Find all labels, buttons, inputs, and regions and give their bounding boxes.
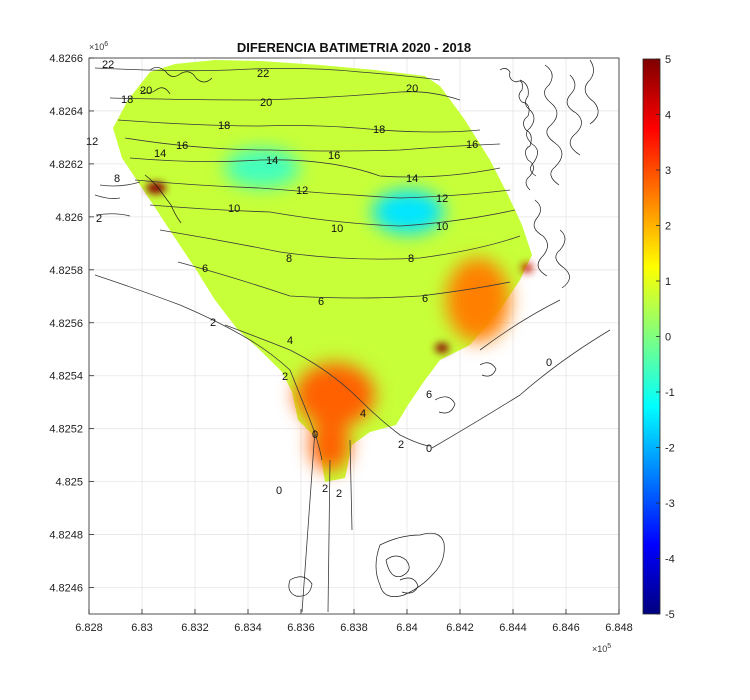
contour-label-8: 8 bbox=[408, 253, 414, 265]
contour-label-6: 6 bbox=[202, 263, 208, 275]
contour-label-2: 2 bbox=[96, 213, 102, 225]
contour-label-10: 10 bbox=[436, 221, 448, 233]
y-axis: 4.8246 4.8248 4.825 4.8252 4.8254 4.8256 4.825… bbox=[49, 53, 94, 595]
y-tick-label: 4.8266 bbox=[49, 53, 83, 65]
y-tick-label: 4.8254 bbox=[49, 371, 83, 383]
colorbar-tick-label: 1 bbox=[665, 276, 671, 288]
contour-label-2: 2 bbox=[398, 439, 404, 451]
heat-region-west-hole bbox=[224, 148, 300, 188]
contour-label-4: 4 bbox=[287, 335, 293, 347]
colorbar-tick-label: -1 bbox=[665, 387, 675, 399]
x-tick-label: 6.838 bbox=[340, 622, 368, 634]
contour-label-12: 12 bbox=[436, 193, 448, 205]
contour-label-12: 12 bbox=[296, 185, 308, 197]
contour-label-6: 6 bbox=[422, 293, 428, 305]
colorbar-tick-label: 0 bbox=[665, 332, 671, 344]
x-tick-label: 6.84 bbox=[396, 622, 417, 634]
contour-label-2: 2 bbox=[210, 317, 216, 329]
colorbar-tick-label: -3 bbox=[665, 498, 675, 510]
y-tick-label: 4.825 bbox=[55, 477, 83, 489]
contour-label-18: 18 bbox=[218, 120, 230, 132]
y-tick-label: 4.8264 bbox=[49, 106, 83, 118]
colorbar-tick-label: 4 bbox=[665, 110, 671, 122]
contour-label-16: 16 bbox=[466, 139, 478, 151]
colorbar-tick-label: 3 bbox=[665, 165, 671, 177]
heat-region-east-bank bbox=[446, 258, 510, 342]
contour-label-16: 16 bbox=[328, 150, 340, 162]
colorbar-tick-label: -4 bbox=[665, 554, 675, 566]
contour-label-22: 22 bbox=[102, 59, 114, 71]
x-tick-label: 6.846 bbox=[552, 622, 580, 634]
heat-spot-dark-red bbox=[435, 343, 449, 353]
x-tick-label: 6.83 bbox=[131, 622, 152, 634]
colorbar-tick-label: -2 bbox=[665, 443, 675, 455]
contour-label-10: 10 bbox=[331, 223, 343, 235]
colorbar-tick-label: 2 bbox=[665, 221, 671, 233]
contour-label-0: 0 bbox=[426, 443, 432, 455]
heat-field bbox=[113, 60, 533, 482]
x-tick-label: 6.844 bbox=[499, 622, 527, 634]
x-tick-label: 6.832 bbox=[181, 622, 209, 634]
contour-label-2: 2 bbox=[282, 371, 288, 383]
x-tick-label: 6.848 bbox=[605, 622, 633, 634]
contour-label-10: 10 bbox=[228, 203, 240, 215]
contour-label-22: 22 bbox=[257, 68, 269, 80]
contour-label-18: 18 bbox=[373, 124, 385, 136]
colorbar-tick-label: 5 bbox=[665, 54, 671, 66]
contour-label-4: 4 bbox=[360, 408, 366, 420]
heat-region-center-hole bbox=[372, 190, 444, 234]
colorbar-ticks: 5 4 3 2 1 0 -1 -2 -3 -4 -5 bbox=[656, 54, 675, 621]
contour-label-8: 8 bbox=[114, 173, 120, 185]
y-tick-label: 4.8246 bbox=[49, 583, 83, 595]
contour-label-0: 0 bbox=[312, 429, 318, 441]
y-multiplier: ×106 bbox=[89, 41, 108, 52]
y-tick-label: 4.826 bbox=[55, 212, 83, 224]
y-tick-label: 4.8256 bbox=[49, 318, 83, 330]
x-multiplier: ×105 bbox=[592, 643, 611, 654]
contour-label-20: 20 bbox=[260, 97, 272, 109]
contour-label-14: 14 bbox=[154, 148, 166, 160]
y-tick-label: 4.8262 bbox=[49, 159, 83, 171]
contour-label-12: 12 bbox=[86, 136, 98, 148]
coast-detail bbox=[139, 59, 599, 597]
contour-label-16: 16 bbox=[176, 140, 188, 152]
contour-label-6: 6 bbox=[426, 389, 432, 401]
contour-label-14: 14 bbox=[406, 173, 418, 185]
chart-title: DIFERENCIA BATIMETRIA 2020 - 2018 bbox=[237, 40, 471, 55]
contour-lines bbox=[94, 67, 611, 613]
heat-spot-dark-red bbox=[521, 263, 533, 273]
contour-label-0: 0 bbox=[276, 485, 282, 497]
y-tick-label: 4.8248 bbox=[49, 530, 83, 542]
contour-label-8: 8 bbox=[286, 253, 292, 265]
contour-labels: 22 22 20 20 20 18 18 18 16 16 16 14 14 1… bbox=[86, 59, 552, 500]
contour-label-0: 0 bbox=[546, 357, 552, 369]
x-tick-label: 6.842 bbox=[446, 622, 474, 634]
contour-label-20: 20 bbox=[140, 85, 152, 97]
heat-region-southwest-shoal bbox=[310, 419, 350, 471]
y-tick-label: 4.8258 bbox=[49, 265, 83, 277]
contour-label-14: 14 bbox=[266, 155, 278, 167]
x-axis: 6.828 6.83 6.832 6.834 6.836 6.838 6.84 6.842 6.… bbox=[75, 609, 633, 634]
contour-label-2: 2 bbox=[322, 483, 328, 495]
heat-spot-dark-red bbox=[146, 182, 166, 194]
y-tick-label: 4.8252 bbox=[49, 424, 83, 436]
x-tick-label: 6.828 bbox=[75, 622, 103, 634]
contour-label-2: 2 bbox=[336, 488, 342, 500]
contour-label-20: 20 bbox=[406, 83, 418, 95]
contour-label-6: 6 bbox=[318, 296, 324, 308]
colorbar-tick-label: -5 bbox=[665, 609, 675, 621]
x-tick-label: 6.836 bbox=[287, 622, 315, 634]
heat-region-southwest-shoal bbox=[295, 363, 375, 427]
contour-label-18: 18 bbox=[121, 94, 133, 106]
heat-region-general bbox=[113, 60, 532, 482]
x-tick-label: 6.834 bbox=[234, 622, 262, 634]
